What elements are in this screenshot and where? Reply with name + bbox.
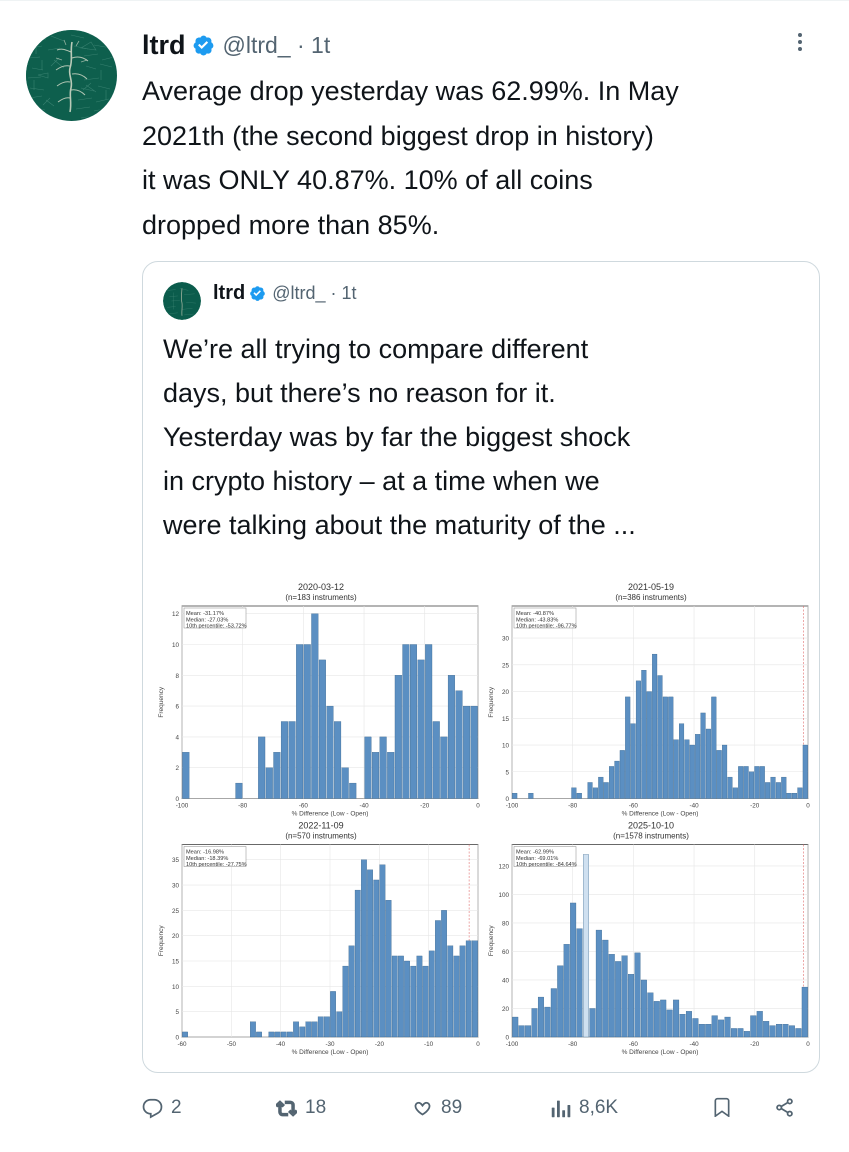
svg-text:% Difference (Low - Open): % Difference (Low - Open) <box>622 811 699 818</box>
svg-text:6: 6 <box>175 704 179 711</box>
svg-text:Mean: -62.99%: Mean: -62.99% <box>516 850 554 856</box>
svg-text:10th percentile: -53.72%: 10th percentile: -53.72% <box>186 624 247 630</box>
svg-text:-80: -80 <box>568 1041 578 1048</box>
svg-text:-20: -20 <box>420 803 430 810</box>
svg-text:35: 35 <box>172 857 180 864</box>
svg-text:(n=570 instruments): (n=570 instruments) <box>285 832 357 841</box>
svg-text:Frequency: Frequency <box>488 925 495 956</box>
svg-text:10: 10 <box>172 642 180 649</box>
svg-text:40: 40 <box>502 977 510 984</box>
svg-text:Frequency: Frequency <box>158 686 165 717</box>
svg-text:% Difference (Low - Open): % Difference (Low - Open) <box>622 1049 699 1056</box>
svg-text:(n=183 instruments): (n=183 instruments) <box>285 593 357 602</box>
svg-text:10th percentile: -27.75%: 10th percentile: -27.75% <box>186 862 247 868</box>
svg-text:2020-03-12: 2020-03-12 <box>298 582 344 592</box>
svg-text:30: 30 <box>172 883 180 890</box>
svg-text:Median: -27.03%: Median: -27.03% <box>186 617 228 623</box>
svg-text:-100: -100 <box>176 803 189 810</box>
svg-text:2025-10-10: 2025-10-10 <box>628 821 674 831</box>
svg-text:10th percentile: -96.77%: 10th percentile: -96.77% <box>516 624 577 630</box>
svg-text:Mean: -16.98%: Mean: -16.98% <box>186 850 224 856</box>
svg-text:-60: -60 <box>177 1041 187 1048</box>
svg-text:Median: -18.39%: Median: -18.39% <box>186 856 228 862</box>
svg-text:-40: -40 <box>689 803 699 810</box>
svg-text:80: 80 <box>502 920 510 927</box>
svg-text:10: 10 <box>172 984 180 991</box>
svg-text:-100: -100 <box>506 803 519 810</box>
svg-text:15: 15 <box>172 959 180 966</box>
svg-text:-40: -40 <box>359 803 369 810</box>
svg-text:-60: -60 <box>629 803 639 810</box>
svg-text:0: 0 <box>476 1041 480 1048</box>
svg-text:20: 20 <box>172 933 180 940</box>
svg-text:25: 25 <box>172 908 180 915</box>
svg-text:100: 100 <box>498 892 509 899</box>
svg-text:-60: -60 <box>299 803 309 810</box>
svg-text:0: 0 <box>806 803 810 810</box>
svg-text:15: 15 <box>502 716 510 723</box>
svg-text:10th percentile: -84.64%: 10th percentile: -84.64% <box>516 862 577 868</box>
svg-text:12: 12 <box>172 611 180 618</box>
svg-text:Mean: -31.17%: Mean: -31.17% <box>186 611 224 617</box>
svg-text:-10: -10 <box>424 1041 434 1048</box>
svg-text:25: 25 <box>502 662 510 669</box>
svg-text:20: 20 <box>502 1006 510 1013</box>
svg-text:2021-05-19: 2021-05-19 <box>628 582 674 592</box>
svg-text:20: 20 <box>502 689 510 696</box>
svg-text:Median: -69.01%: Median: -69.01% <box>516 856 558 862</box>
svg-text:-100: -100 <box>506 1041 519 1048</box>
svg-text:Median: -43.83%: Median: -43.83% <box>516 617 558 623</box>
svg-text:(n=386 instruments): (n=386 instruments) <box>615 593 687 602</box>
svg-text:2022-11-09: 2022-11-09 <box>298 821 343 831</box>
svg-text:% Difference (Low - Open): % Difference (Low - Open) <box>292 811 369 818</box>
svg-text:5: 5 <box>505 769 509 776</box>
svg-text:-30: -30 <box>325 1041 335 1048</box>
svg-text:-60: -60 <box>629 1041 639 1048</box>
svg-text:-20: -20 <box>750 1041 760 1048</box>
svg-text:Frequency: Frequency <box>488 686 495 717</box>
svg-text:-80: -80 <box>238 803 248 810</box>
svg-text:60: 60 <box>502 949 510 956</box>
svg-text:-50: -50 <box>227 1041 237 1048</box>
svg-text:5: 5 <box>175 1009 179 1016</box>
svg-text:8: 8 <box>175 673 179 680</box>
svg-text:-40: -40 <box>689 1041 699 1048</box>
svg-text:% Difference (Low - Open): % Difference (Low - Open) <box>292 1049 369 1056</box>
svg-text:-40: -40 <box>276 1041 286 1048</box>
svg-text:2: 2 <box>175 765 179 772</box>
svg-text:-20: -20 <box>750 803 760 810</box>
svg-text:-80: -80 <box>568 803 578 810</box>
svg-text:10: 10 <box>502 743 510 750</box>
svg-text:4: 4 <box>175 734 179 741</box>
svg-text:Mean: -40.87%: Mean: -40.87% <box>516 611 554 617</box>
svg-text:-20: -20 <box>375 1041 385 1048</box>
svg-text:Frequency: Frequency <box>158 925 165 956</box>
svg-text:30: 30 <box>502 636 510 643</box>
svg-text:(n=1578 instruments): (n=1578 instruments) <box>613 832 689 841</box>
svg-text:120: 120 <box>498 863 509 870</box>
svg-text:0: 0 <box>806 1041 810 1048</box>
svg-text:0: 0 <box>476 803 480 810</box>
